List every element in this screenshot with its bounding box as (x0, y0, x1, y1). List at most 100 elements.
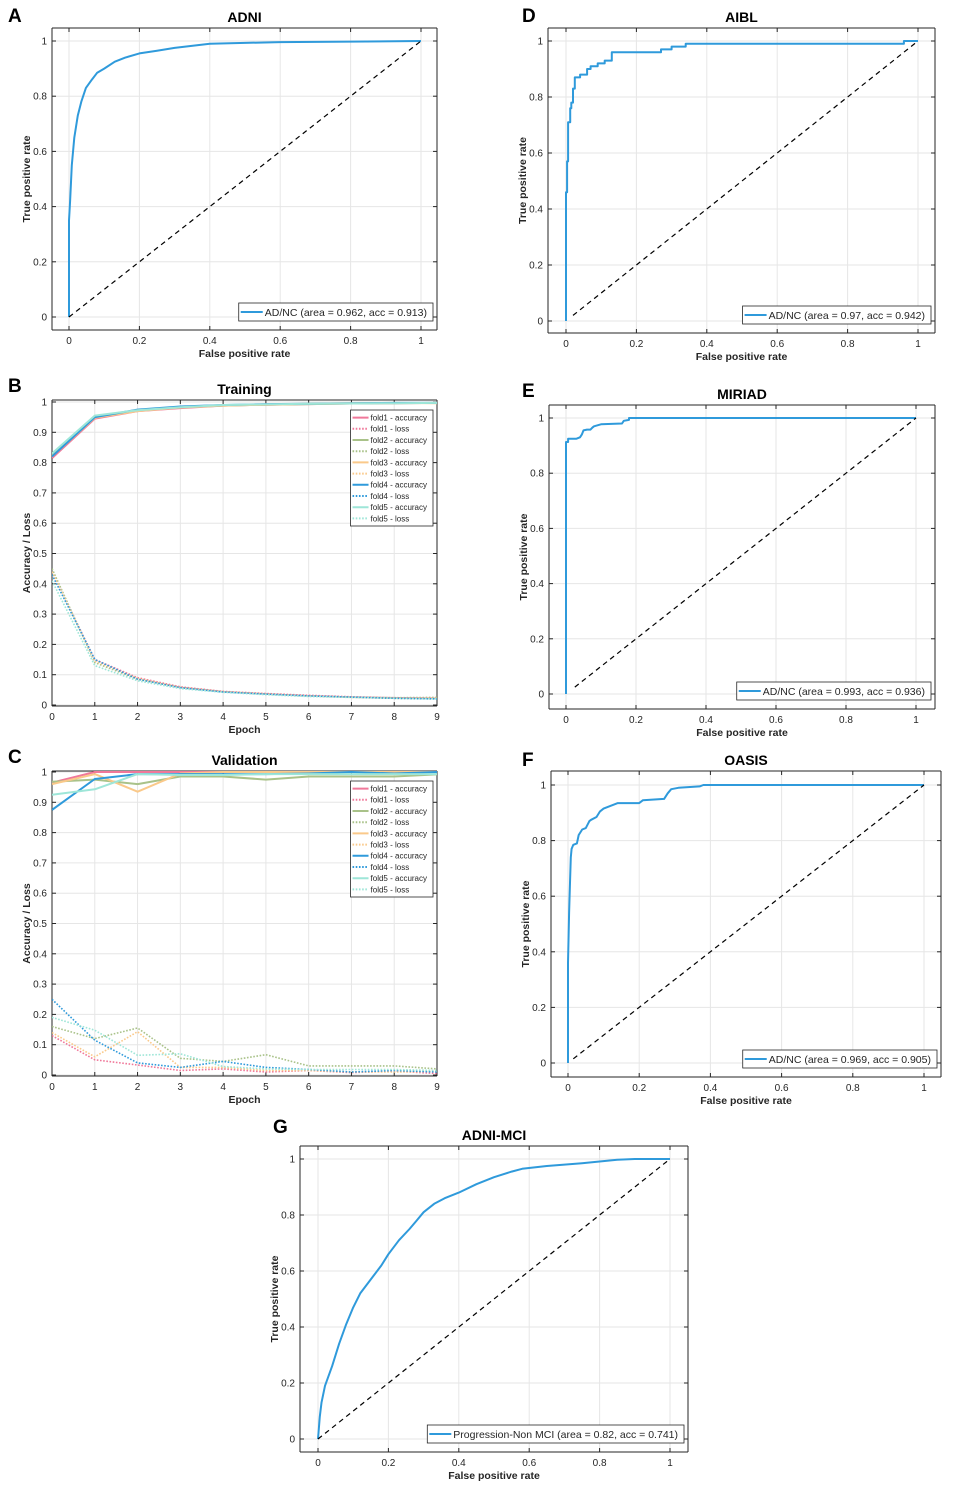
x-tick-label: 0.8 (344, 336, 358, 347)
y-tick-label: 0 (41, 701, 47, 712)
legend-label: fold3 - loss (371, 469, 410, 478)
y-tick-label: 0.4 (33, 949, 47, 960)
x-tick-label: 0.2 (632, 1083, 646, 1094)
series-line-fold5-accuracy (52, 773, 437, 796)
y-tick-label: 0.8 (529, 93, 543, 104)
x-tick-label: 0.8 (593, 1458, 607, 1469)
x-tick-label: 8 (391, 1082, 397, 1093)
x-tick-label: 6 (306, 1082, 312, 1093)
y-tick-label: 0.1 (33, 670, 47, 681)
x-axis-label: False positive rate (696, 727, 788, 739)
chart-title: ADNI (227, 9, 261, 25)
y-tick-label: 0.6 (529, 149, 543, 160)
x-tick-label: 0.4 (452, 1458, 466, 1469)
x-tick-label: 1 (913, 715, 919, 726)
x-tick-label: 0.4 (703, 1083, 717, 1094)
legend: AD/NC (area = 0.993, acc = 0.936) (736, 681, 932, 701)
y-tick-label: 0 (289, 1435, 295, 1446)
x-tick-label: 0 (315, 1458, 321, 1469)
legend-label: fold4 - loss (371, 492, 410, 501)
legend-label: fold3 - accuracy (371, 458, 427, 467)
series-line-chance (572, 784, 925, 1060)
y-tick-label: 0.8 (33, 458, 47, 469)
y-axis-label: True positive rate (21, 135, 33, 222)
series-line-fold5-loss (52, 1016, 437, 1072)
x-axis-label: Epoch (228, 1094, 260, 1106)
y-tick-label: 0 (537, 317, 543, 328)
y-tick-label: 1 (41, 768, 47, 779)
legend-label: fold2 - accuracy (371, 436, 427, 445)
x-tick-label: 0 (563, 715, 569, 726)
x-tick-label: 0.6 (273, 336, 287, 347)
chart-A: A 0 0.2 0.4 0.6 0.8 1 0 0.2 0.4 0.6 0.8 1 ADNI False p… (8, 6, 438, 360)
legend-label: fold1 - loss (371, 425, 410, 434)
y-tick-label: 0.8 (281, 1211, 295, 1222)
y-tick-label: 0.4 (33, 202, 47, 213)
chart-C: C 0 1 2 3 4 5 6 7 8 9 0 0.1 0.2 0.3 0.4 0.5 0.6 0.7 0.8 0.9 1… (8, 747, 440, 1106)
legend-label: fold5 - accuracy (371, 874, 427, 883)
x-tick-label: 0 (49, 712, 55, 723)
x-tick-label: 3 (178, 712, 184, 723)
legend-label: AD/NC (area = 0.97, acc = 0.942) (769, 310, 925, 322)
legend-label: fold4 - accuracy (371, 852, 427, 861)
legend-box (426, 1424, 685, 1444)
y-tick-label: 0.4 (33, 579, 47, 590)
series-line-chance (317, 1158, 671, 1440)
x-tick-label: 4 (220, 1082, 226, 1093)
legend-label: fold4 - loss (371, 863, 410, 872)
chart-B: B 0 1 2 3 4 5 6 7 8 9 0 0.1 0.2 0.3 0.4 0.5 0.6 0.7 0.8 0.9 1… (8, 376, 440, 736)
y-tick-label: 0.6 (281, 1267, 295, 1278)
x-tick-label: 0.4 (699, 715, 713, 726)
x-tick-label: 0.8 (841, 339, 855, 350)
y-tick-label: 0.2 (529, 261, 543, 272)
series-line-ad-nc-area-0-962-acc-0-913- (68, 40, 422, 317)
y-tick-label: 1 (540, 781, 546, 792)
y-axis-label: Accuracy / Loss (21, 883, 33, 964)
series-line-ad-nc-area-0-97-acc-0-942- (565, 40, 918, 321)
x-axis-label: False positive rate (448, 1470, 540, 1482)
y-tick-label: 0.2 (281, 1379, 295, 1390)
series-line-ad-nc-area-0-993-acc-0-936- (565, 417, 916, 694)
chart-title: ADNI-MCI (462, 1127, 527, 1143)
panel-letter: B (8, 376, 22, 397)
x-tick-label: 9 (434, 1082, 440, 1093)
y-tick-label: 0.8 (33, 828, 47, 839)
y-tick-label: 0.4 (281, 1323, 295, 1334)
y-tick-label: 0.3 (33, 980, 47, 991)
x-tick-label: 0.4 (203, 336, 217, 347)
legend-label: fold1 - loss (371, 796, 410, 805)
legend-label: fold2 - loss (371, 447, 410, 456)
legend-box (736, 681, 932, 701)
y-tick-label: 0.2 (532, 1003, 546, 1014)
legend-label: AD/NC (area = 0.993, acc = 0.936) (763, 686, 925, 698)
x-axis-label: False positive rate (696, 351, 788, 363)
y-tick-label: 0.5 (33, 919, 47, 930)
series-line-fold5-loss (52, 580, 437, 700)
y-axis-label: Accuracy / Loss (21, 513, 33, 594)
x-tick-label: 6 (306, 712, 312, 723)
y-tick-label: 0.3 (33, 610, 47, 621)
legend-label: fold5 - loss (371, 885, 410, 894)
x-tick-label: 1 (915, 339, 921, 350)
y-tick-label: 1 (537, 37, 543, 48)
legend-box (742, 305, 932, 325)
x-tick-label: 0.6 (770, 339, 784, 350)
y-tick-label: 0.5 (33, 549, 47, 560)
series-line-fold5-accuracy (52, 401, 437, 455)
y-tick-label: 0.8 (530, 469, 544, 480)
y-tick-label: 0.9 (33, 428, 47, 439)
series-line-chance (572, 40, 919, 316)
x-tick-label: 5 (263, 712, 269, 723)
x-tick-label: 0.6 (775, 1083, 789, 1094)
panel-letter: E (522, 381, 535, 402)
y-tick-label: 0.2 (33, 1010, 47, 1021)
y-tick-label: 0 (538, 690, 544, 701)
legend: fold1 - accuracy fold1 - loss fold2 - accu… (350, 780, 434, 898)
y-tick-label: 1 (538, 414, 544, 425)
series-line-chance (574, 417, 917, 688)
x-tick-label: 0.2 (629, 339, 643, 350)
y-tick-label: 0.6 (33, 147, 47, 158)
legend-label: fold5 - loss (371, 514, 410, 523)
x-tick-label: 0.2 (381, 1458, 395, 1469)
